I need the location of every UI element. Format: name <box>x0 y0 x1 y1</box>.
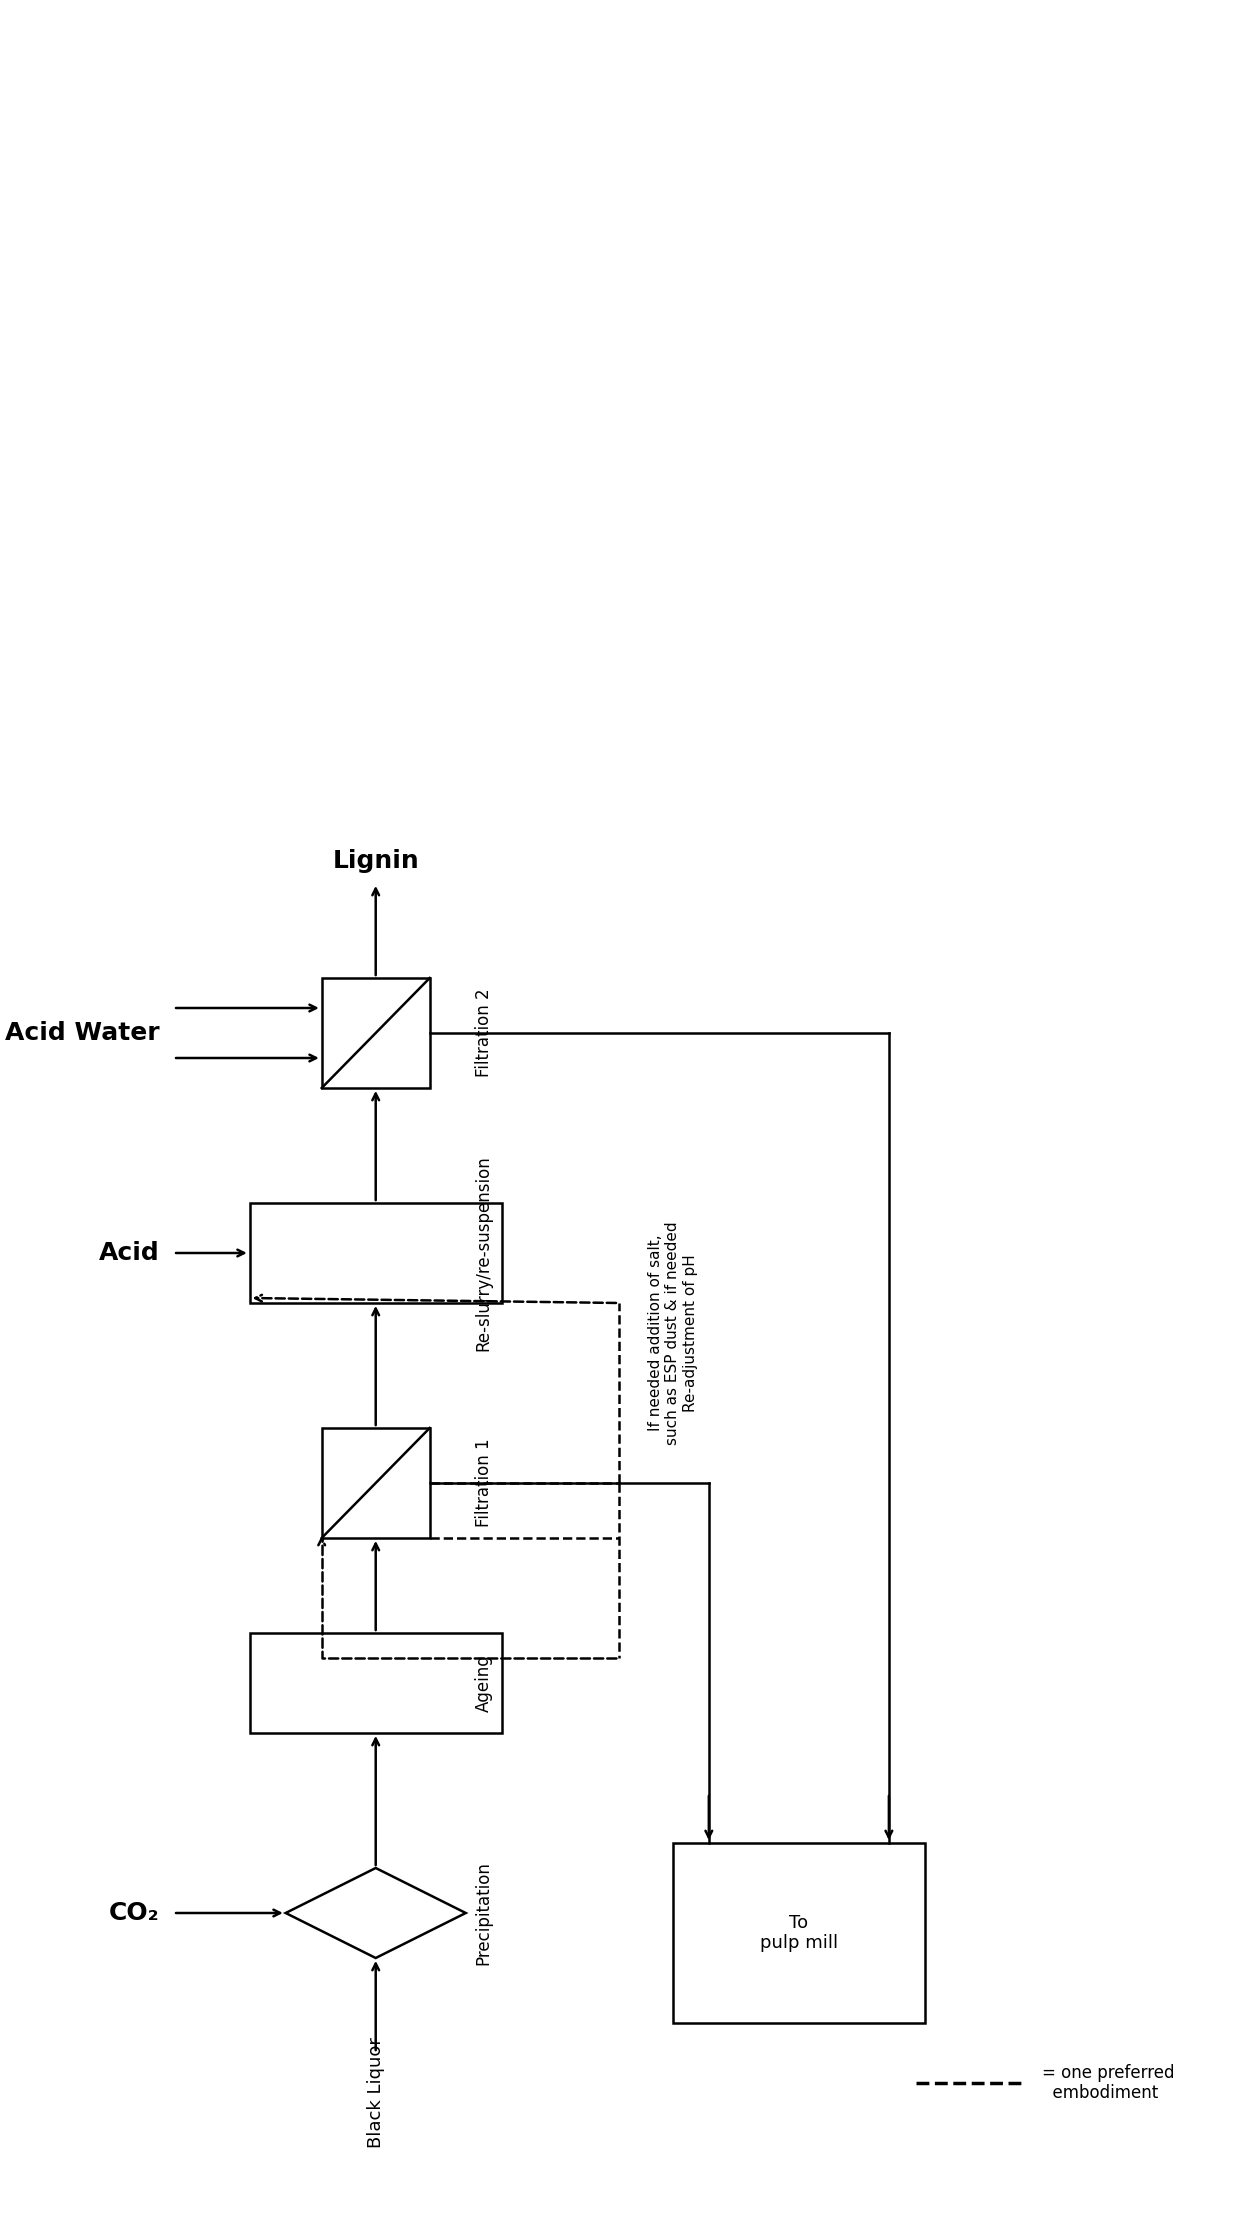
Text: Ageing: Ageing <box>475 1655 492 1713</box>
Bar <box>321 978 430 1087</box>
Text: Black Liquor: Black Liquor <box>367 2036 384 2148</box>
Text: Lignin: Lignin <box>332 849 419 873</box>
Bar <box>673 1842 925 2023</box>
Text: Acid: Acid <box>99 1242 160 1266</box>
Text: To
pulp mill: To pulp mill <box>760 1914 838 1952</box>
Text: Precipitation: Precipitation <box>475 1860 492 1965</box>
Text: If needed addition of salt,
such as ESP dust & if needed
Re-adjustment of pH: If needed addition of salt, such as ESP … <box>649 1221 698 1445</box>
Text: CO₂: CO₂ <box>109 1900 160 1925</box>
Bar <box>321 1427 430 1539</box>
Text: = one preferred
  embodiment: = one preferred embodiment <box>1042 2063 1174 2103</box>
Bar <box>249 1632 502 1733</box>
Text: Filtration 2: Filtration 2 <box>475 989 492 1076</box>
Bar <box>249 1204 502 1304</box>
Text: Filtration 1: Filtration 1 <box>475 1438 492 1527</box>
Text: Acid Water: Acid Water <box>5 1020 160 1045</box>
Text: Re-slurry/re-suspension: Re-slurry/re-suspension <box>475 1154 492 1351</box>
